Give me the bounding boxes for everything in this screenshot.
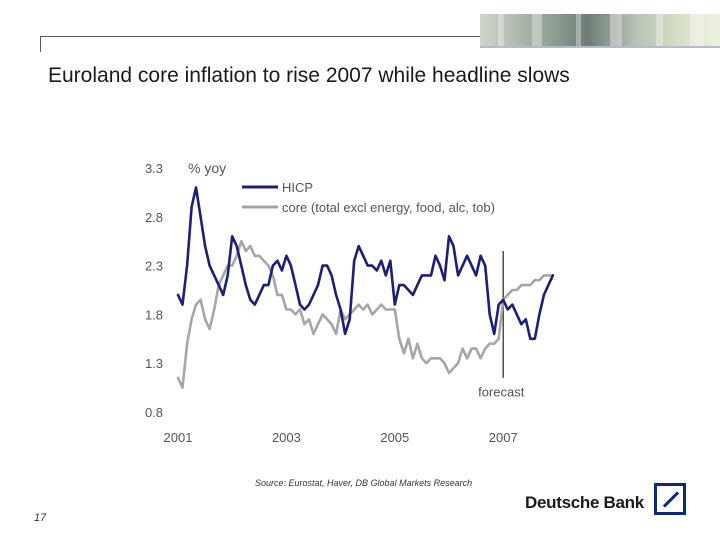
brand-name: Deutsche Bank: [525, 493, 644, 512]
banner-stripe: [532, 14, 542, 46]
series-line-core: [176, 239, 555, 389]
y-tick-label: 2.8: [145, 210, 163, 225]
y-tick-label: 1.8: [145, 307, 163, 322]
legend-label: HICP: [282, 180, 313, 195]
banner-stripe: [610, 14, 622, 46]
y-tick-label: 2.3: [145, 259, 163, 274]
source-note: Source: Eurostat, Haver, DB Global Marke…: [255, 478, 473, 488]
slide-title: Euroland core inflation to rise 2007 whi…: [48, 64, 570, 87]
x-tick-label: 2005: [380, 430, 409, 445]
frame-left-tick: [40, 36, 41, 52]
x-tick-label: 2007: [489, 430, 518, 445]
page-number: 17: [34, 512, 47, 524]
x-tick-label: 2001: [164, 430, 193, 445]
banner-stripe: [690, 14, 704, 46]
y-tick-label: 3.3: [145, 161, 163, 176]
deutsche-bank-logo-icon: [654, 483, 686, 515]
series-line-hicp: [176, 186, 555, 341]
forecast-annotation: forecast: [478, 385, 525, 400]
y-tick-label: 0.8: [145, 405, 163, 420]
y-axis-unit-label: % yoy: [188, 160, 226, 176]
logo-slash: [662, 491, 680, 508]
legend-label: core (total excl energy, food, alc, tob): [282, 200, 495, 215]
y-tick-label: 1.3: [145, 356, 163, 371]
x-tick-label: 2003: [272, 430, 301, 445]
header-banner-image: [480, 14, 720, 46]
banner-stripe: [656, 14, 663, 46]
banner-stripe: [498, 14, 504, 46]
frame-top-line: [40, 36, 480, 37]
banner-stripe: [576, 14, 581, 46]
banner-underline: [480, 46, 720, 48]
